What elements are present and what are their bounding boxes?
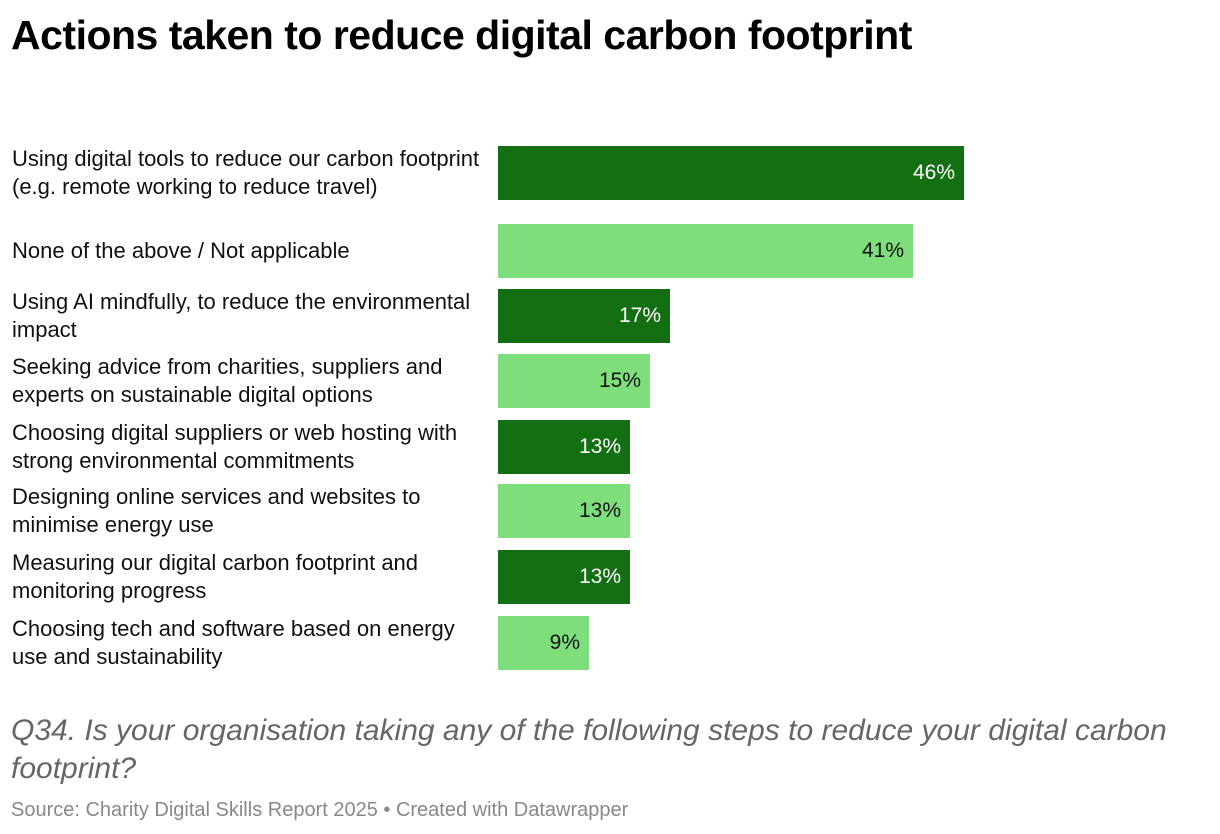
bar-value-label: 13%	[578, 565, 621, 588]
bar: 15%	[498, 354, 650, 408]
category-label: None of the above / Not applicable	[12, 237, 350, 263]
category-label: Using AI mindfully, to reduce the enviro…	[12, 288, 471, 343]
bar-value-label: 13%	[578, 435, 621, 458]
bar-value-label: 46%	[912, 161, 955, 184]
bar-value-label: 17%	[618, 304, 661, 327]
bar-value-label: 13%	[578, 499, 621, 522]
category-label: Measuring our digital carbon footprint a…	[12, 549, 419, 604]
bar: 13%	[498, 420, 630, 474]
bar: 13%	[498, 484, 630, 538]
bar-value-label: 41%	[861, 239, 904, 262]
category-label: Designing online services and websites t…	[12, 483, 421, 538]
category-label: Using digital tools to reduce our carbon…	[12, 145, 480, 200]
category-label: Choosing tech and software based on ener…	[12, 615, 455, 670]
chart-source: Source: Charity Digital Skills Report 20…	[11, 799, 629, 821]
bar: 41%	[498, 224, 913, 278]
chart-question: Q34. Is your organisation taking any of …	[11, 714, 1167, 785]
category-label: Choosing digital suppliers or web hostin…	[12, 419, 458, 474]
chart-title: Actions taken to reduce digital carbon f…	[11, 12, 912, 58]
bar: 9%	[498, 616, 589, 670]
bar-chart: Using digital tools to reduce our carbon…	[0, 130, 1220, 690]
category-label: Seeking advice from charities, suppliers…	[12, 353, 443, 408]
bar-value-label: 9%	[549, 631, 580, 654]
bar: 46%	[498, 146, 964, 200]
bar: 13%	[498, 550, 630, 604]
bar: 17%	[498, 289, 670, 343]
bar-value-label: 15%	[598, 369, 641, 392]
